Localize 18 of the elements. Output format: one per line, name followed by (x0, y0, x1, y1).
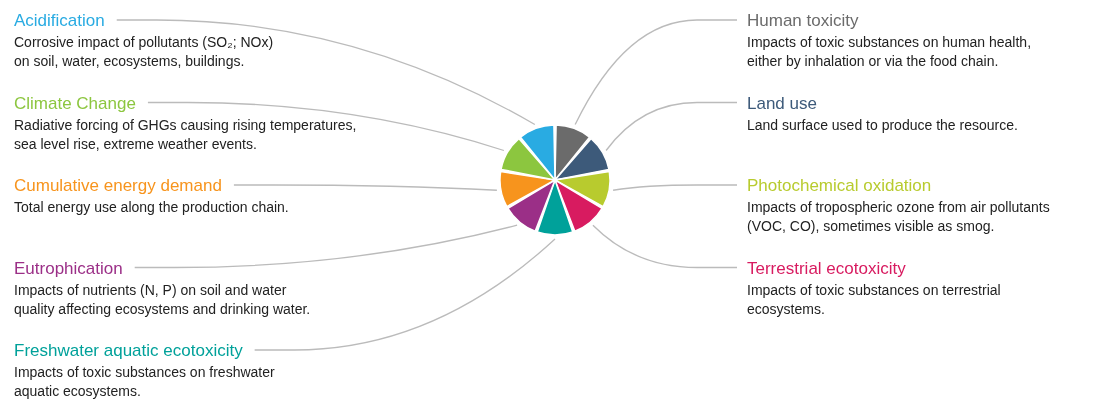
text: Land surface used to produce the resource. (747, 116, 1018, 133)
slice-label: Acidification (14, 11, 105, 30)
text: Impacts of tropospheric ozone from air pollutants (VOC, CO), sometimes visible as smog. (747, 199, 1050, 234)
slice-label: Land use (747, 93, 817, 113)
text: Impacts of toxic substances on terrestrial ecosystems. (747, 281, 1001, 317)
slice-label: Terrestrial ecotoxicity (747, 258, 907, 278)
slice-label: Human toxicity (747, 11, 859, 30)
slice-label: Freshwater aquatic ecotoxicity (14, 341, 244, 360)
text: Radiative forcing of GHGs causing rising temperatures, sea level rise, extreme weather events. (14, 116, 357, 152)
text: Impacts of nutrients (N, P) on soil and water quality affecting ecosystems and drinking water. (14, 281, 311, 317)
text: Corrosive impact of pollutants (SO₂; NOx) on soil, water, ecosystems, buildings. (14, 34, 274, 69)
slice-label: Eutrophication (14, 258, 123, 278)
text: Impacts of toxic substances on freshwater aquatic ecosystems. (14, 364, 276, 399)
slice-label: Cumulative energy demand (14, 176, 222, 195)
text: Impacts of toxic substances on human health, either by inhalation or via the food chain. (747, 34, 1032, 69)
slice-label: Climate Change (14, 93, 136, 113)
slice-label: Photochemical oxidation (747, 176, 932, 195)
text: Total energy use along the production chain. (14, 199, 289, 215)
